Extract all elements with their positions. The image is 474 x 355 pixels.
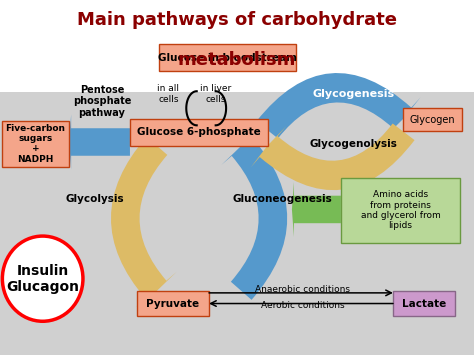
Text: metabolism: metabolism: [178, 51, 296, 70]
Text: Glucose in bloodstream: Glucose in bloodstream: [158, 53, 297, 63]
Text: Lactate: Lactate: [402, 299, 447, 308]
Text: Aerobic conditions: Aerobic conditions: [261, 301, 344, 310]
FancyBboxPatch shape: [130, 119, 268, 146]
FancyBboxPatch shape: [341, 178, 460, 243]
FancyBboxPatch shape: [2, 121, 69, 167]
Text: in liver
cells: in liver cells: [200, 84, 231, 104]
FancyBboxPatch shape: [159, 44, 296, 71]
Text: Five-carbon
sugars
+
NADPH: Five-carbon sugars + NADPH: [6, 124, 65, 164]
Text: Glycogen: Glycogen: [410, 115, 456, 125]
Text: Glycogenesis: Glycogenesis: [312, 89, 394, 99]
Text: Glycogenolysis: Glycogenolysis: [309, 139, 397, 149]
Ellipse shape: [2, 236, 83, 321]
Text: in all
cells: in all cells: [157, 84, 179, 104]
Text: Insulin
Glucagon: Insulin Glucagon: [6, 263, 79, 294]
Bar: [0, 92, 474, 355]
FancyBboxPatch shape: [393, 291, 455, 316]
FancyBboxPatch shape: [137, 291, 209, 316]
Text: Gluconeogenesis: Gluconeogenesis: [232, 194, 332, 204]
Text: Main pathways of carbohydrate: Main pathways of carbohydrate: [77, 11, 397, 29]
Text: Glycolysis: Glycolysis: [65, 194, 124, 204]
Text: Glucose 6-phosphate: Glucose 6-phosphate: [137, 127, 261, 137]
FancyBboxPatch shape: [403, 108, 462, 131]
Bar: [0, 0, 474, 92]
Text: Anaerobic conditions: Anaerobic conditions: [255, 285, 350, 294]
Text: Pyruvate: Pyruvate: [146, 299, 200, 308]
Text: Pentose
phosphate
pathway: Pentose phosphate pathway: [73, 84, 131, 118]
Text: Amino acids
from proteins
and glycerol from
lipids: Amino acids from proteins and glycerol f…: [361, 190, 440, 230]
